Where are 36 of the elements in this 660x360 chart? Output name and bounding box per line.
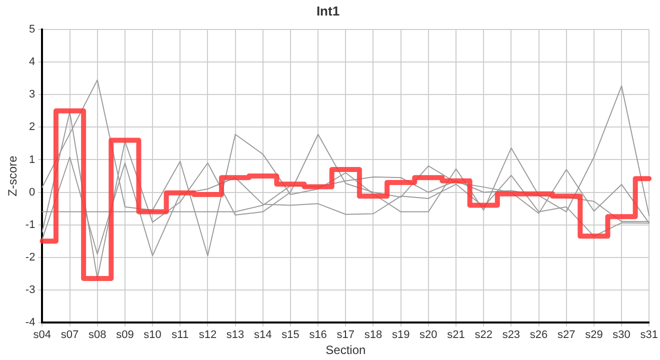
x-tick-label: s20 (420, 329, 438, 342)
x-tick-label: s17 (336, 329, 355, 342)
x-tick-label: s23 (502, 329, 520, 342)
y-tick-label: 1 (29, 154, 36, 166)
x-tick-label: s09 (116, 329, 134, 342)
y-tick-label: 2 (29, 121, 36, 134)
x-tick-label: s11 (172, 329, 189, 342)
y-tick-label: 0 (29, 186, 36, 198)
x-tick-label: s07 (60, 329, 79, 342)
y-tick-label: 3 (29, 88, 36, 101)
x-tick-label: s29 (585, 329, 603, 342)
y-tick-label: -1 (25, 218, 36, 231)
x-tick-label: s30 (612, 329, 630, 342)
x-tick-label: s10 (144, 329, 162, 342)
x-tick-label: s13 (226, 329, 244, 342)
x-tick-label: s22 (474, 329, 492, 342)
x-tick-label: s31 (640, 329, 658, 342)
y-tick-label: -4 (25, 316, 36, 328)
x-tick-label: s04 (33, 329, 52, 342)
y-axis-title: Z-score (6, 155, 20, 196)
x-tick-label: s19 (392, 329, 410, 342)
y-tick-label: 5 (29, 24, 36, 36)
y-tick-label: -3 (25, 284, 36, 296)
x-tick-label: s16 (309, 329, 327, 342)
x-tick-label: s26 (530, 329, 548, 342)
y-tick-label: 4 (29, 56, 36, 68)
x-tick-label: s12 (198, 329, 217, 342)
x-tick-label: s14 (254, 329, 272, 342)
x-tick-label: s15 (282, 329, 300, 342)
x-tick-label: s08 (88, 329, 106, 342)
y-tick-label: -2 (25, 251, 36, 264)
x-tick-label: s27 (557, 329, 576, 342)
x-axis-title: Section (326, 343, 366, 358)
x-tick-label: s18 (364, 329, 382, 342)
x-tick-label: s21 (447, 329, 465, 342)
chart-title: Int1 (316, 3, 340, 18)
